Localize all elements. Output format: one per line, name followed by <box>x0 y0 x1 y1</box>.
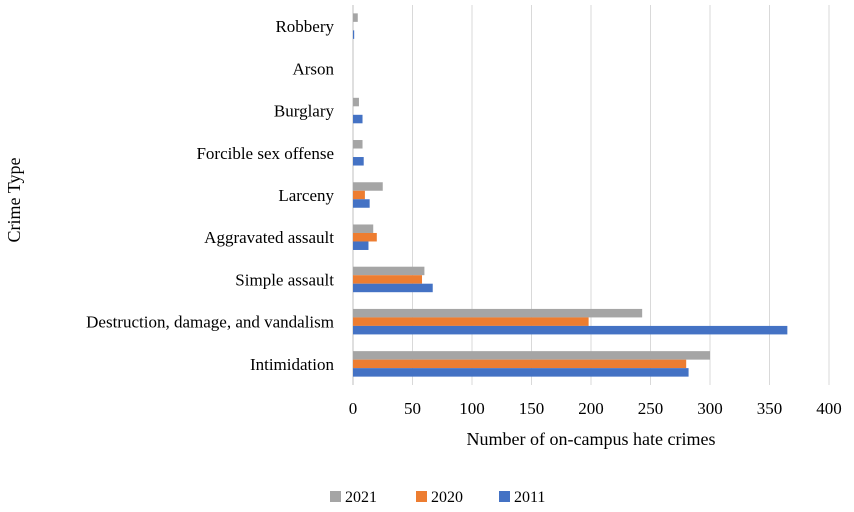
bar-2021 <box>353 224 374 233</box>
gridlines <box>352 5 830 385</box>
category-label: Forcible sex offense <box>196 144 334 163</box>
category-label: Burglary <box>274 102 335 121</box>
bar-2011 <box>353 241 369 250</box>
x-tick-label: 250 <box>638 399 664 418</box>
bar-2011 <box>353 157 364 166</box>
x-tick-label: 150 <box>519 399 545 418</box>
bar-2021 <box>353 266 425 276</box>
x-tick-label: 100 <box>459 399 485 418</box>
category-label: Intimidation <box>250 355 335 374</box>
bar-2021 <box>353 182 383 191</box>
category-label: Simple assault <box>235 270 334 289</box>
legend-label: 2020 <box>431 489 463 506</box>
bar-2021 <box>353 140 363 149</box>
bar-2020 <box>353 232 377 242</box>
bar-2021 <box>353 308 643 318</box>
bar-2020 <box>353 359 687 369</box>
category-label: Destruction, damage, and vandalism <box>86 313 334 332</box>
category-labels: Intimidation Destruction, damage, and van… <box>86 17 334 374</box>
x-tick-label: 50 <box>404 399 421 418</box>
bar-2011 <box>353 199 370 208</box>
category-label: Aggravated assault <box>204 228 334 247</box>
x-tick-labels: 0 50 100 150 200 250 300 350 400 <box>349 399 842 418</box>
x-tick-label: 200 <box>578 399 604 418</box>
bars <box>353 13 788 377</box>
bar-2011 <box>353 30 355 39</box>
x-axis-title: Number of on-campus hate crimes <box>467 429 716 449</box>
category-label: Larceny <box>278 186 334 205</box>
bar-2011 <box>353 368 689 377</box>
y-axis-title: Crime Type <box>4 158 24 243</box>
category-label: Arson <box>292 59 334 78</box>
category-label: Robbery <box>275 17 334 36</box>
bar-2020 <box>353 190 365 200</box>
legend: 2021 2020 2011 <box>330 489 545 506</box>
bar-2011 <box>353 283 433 293</box>
legend-swatch-2011 <box>499 491 510 502</box>
bar-2020 <box>353 317 589 326</box>
x-tick-label: 0 <box>349 399 358 418</box>
legend-swatch-2021 <box>330 491 341 502</box>
bar-2021 <box>353 97 359 107</box>
bar-2021 <box>353 13 358 22</box>
x-tick-label: 300 <box>697 399 723 418</box>
bar-2021 <box>353 351 710 360</box>
x-tick-label: 350 <box>757 399 783 418</box>
legend-label: 2021 <box>345 489 377 506</box>
bar-2020 <box>353 275 423 284</box>
bar-2011 <box>353 114 363 124</box>
legend-swatch-2020 <box>416 491 427 502</box>
bar-2011 <box>353 325 788 335</box>
legend-label: 2011 <box>514 489 545 506</box>
x-tick-label: 400 <box>816 399 842 418</box>
